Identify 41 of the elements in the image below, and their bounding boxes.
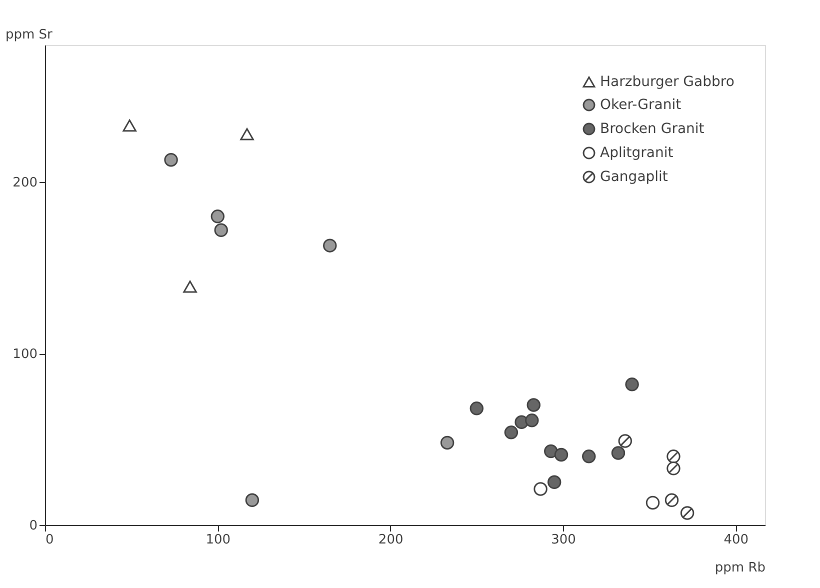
point — [240, 128, 254, 140]
point — [618, 434, 632, 448]
point — [680, 506, 694, 520]
x-tick-label: 100 — [206, 532, 231, 548]
point — [164, 152, 178, 167]
point — [526, 398, 541, 412]
point — [210, 210, 225, 224]
y-axis-title: ppm Sr — [6, 28, 54, 42]
point — [666, 450, 680, 464]
point — [611, 446, 626, 460]
legend-label: Oker-Granit — [600, 97, 682, 113]
point — [646, 496, 660, 510]
y-tick-label: 200 — [12, 176, 38, 191]
point — [245, 493, 260, 508]
point — [534, 482, 548, 496]
y-tick-label: 0 — [29, 518, 38, 534]
point — [122, 120, 136, 132]
x-tick-label: 0 — [46, 532, 54, 548]
point — [582, 450, 596, 464]
point — [664, 493, 679, 508]
point — [625, 378, 639, 392]
point — [504, 426, 518, 440]
point — [544, 444, 558, 458]
point — [470, 402, 484, 416]
point — [323, 238, 337, 252]
point — [666, 462, 680, 476]
point — [214, 223, 228, 238]
legend-label: Aplitgranit — [600, 145, 674, 161]
point — [183, 280, 197, 293]
point — [554, 448, 568, 462]
point — [547, 475, 562, 490]
x-tick-label: 400 — [724, 532, 749, 548]
x-axis-title: ppm Rb — [714, 560, 766, 576]
legend-label: Gangaplit — [600, 169, 668, 185]
legend-label: Harzburger Gabbro — [600, 74, 734, 90]
point — [440, 436, 454, 450]
x-tick-label: 200 — [378, 532, 404, 548]
point — [525, 414, 539, 428]
x-tick-label: 300 — [551, 532, 576, 548]
y-tick-label: 100 — [12, 347, 38, 362]
legend-label: Brocken Granit — [600, 121, 705, 137]
